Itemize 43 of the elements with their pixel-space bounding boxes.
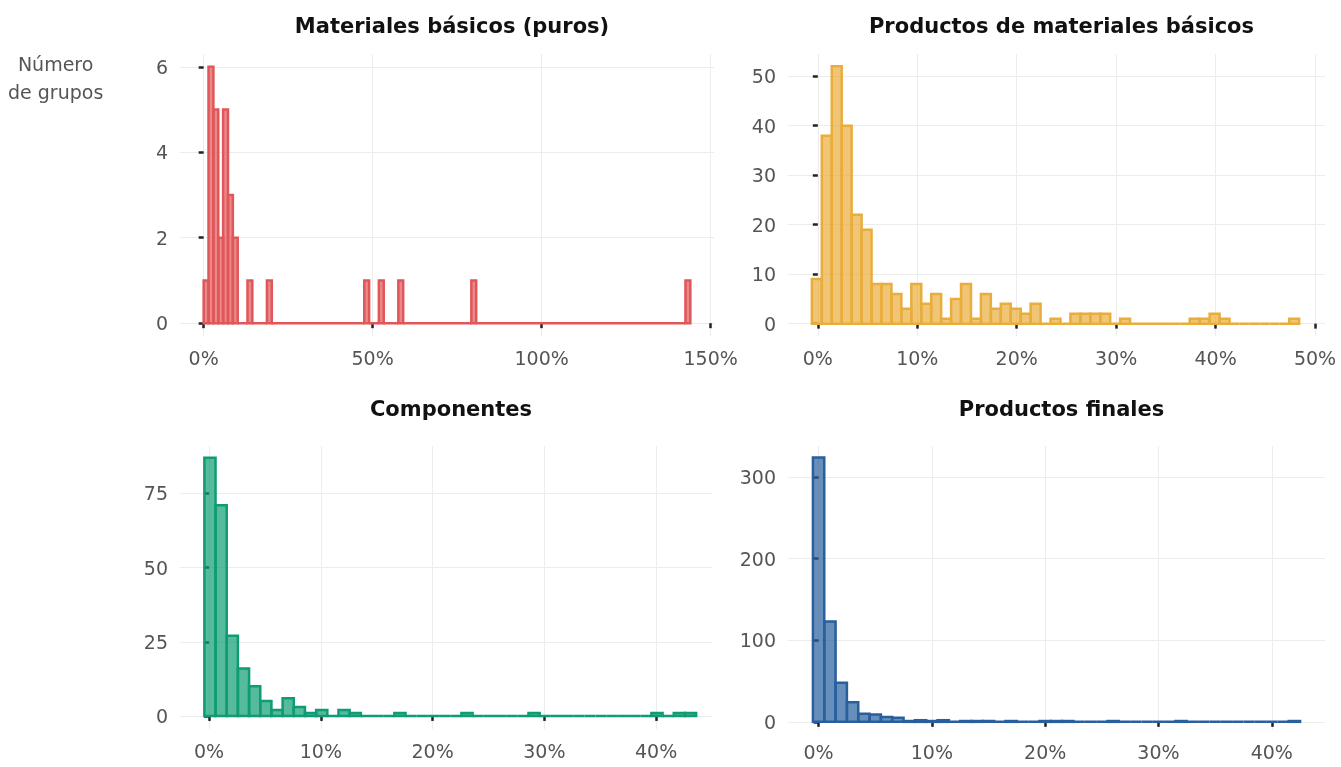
- chart-title: Productos de materiales básicos: [868, 13, 1255, 38]
- y-tick-label: 0: [763, 710, 776, 733]
- x-tick-label: 10%: [896, 346, 939, 369]
- y-tick-label: 40: [751, 114, 776, 137]
- y-tick-label: 0: [155, 312, 168, 335]
- x-tick-label: 20%: [995, 346, 1038, 369]
- y-tick-label: 200: [739, 547, 776, 570]
- x-tick-label: 40%: [635, 739, 678, 762]
- y-tick-label: 0: [155, 704, 168, 727]
- x-tick-label: 150%: [683, 346, 738, 369]
- x-tick-label: 30%: [523, 739, 566, 762]
- y-tick-label: 25: [143, 630, 168, 653]
- x-tick-label: 10%: [910, 740, 953, 763]
- x-tick-label: 40%: [1250, 740, 1293, 763]
- y-tick-label: 2: [155, 226, 168, 249]
- y-tick-label: 10: [751, 263, 776, 286]
- x-tick-label: 10%: [299, 739, 342, 762]
- x-tick-label: 50%: [1293, 346, 1337, 369]
- x-tick-label: 0%: [193, 739, 225, 762]
- chart-title: Componentes: [369, 396, 533, 421]
- x-tick-label: 40%: [1194, 346, 1237, 369]
- y-tick-label: 50: [143, 556, 168, 579]
- y-tick-label: 300: [739, 466, 776, 489]
- y-tick-label: 20: [751, 213, 776, 236]
- y-tick-label: 4: [155, 141, 168, 164]
- x-tick-label: 100%: [514, 346, 569, 369]
- x-tick-label: 20%: [1024, 740, 1067, 763]
- y-tick-label: 0: [763, 312, 776, 335]
- x-tick-label: 30%: [1095, 346, 1138, 369]
- x-tick-label: 30%: [1137, 740, 1180, 763]
- x-tick-label: 0%: [188, 346, 219, 369]
- y-tick-label: 30: [751, 164, 776, 187]
- y-tick-label: 75: [143, 482, 168, 505]
- y-tick-label: 100: [739, 629, 776, 652]
- chart-title: Productos finales: [958, 396, 1165, 421]
- chart-title: Materiales básicos (puros): [294, 13, 610, 38]
- y-tick-label: 6: [155, 55, 168, 78]
- x-tick-label: 50%: [351, 346, 394, 369]
- y-axis-title: Número de grupos: [8, 53, 104, 103]
- y-tick-label: 50: [751, 65, 776, 88]
- x-tick-label: 0%: [802, 346, 833, 369]
- x-tick-label: 0%: [803, 740, 834, 763]
- x-tick-label: 20%: [411, 739, 454, 762]
